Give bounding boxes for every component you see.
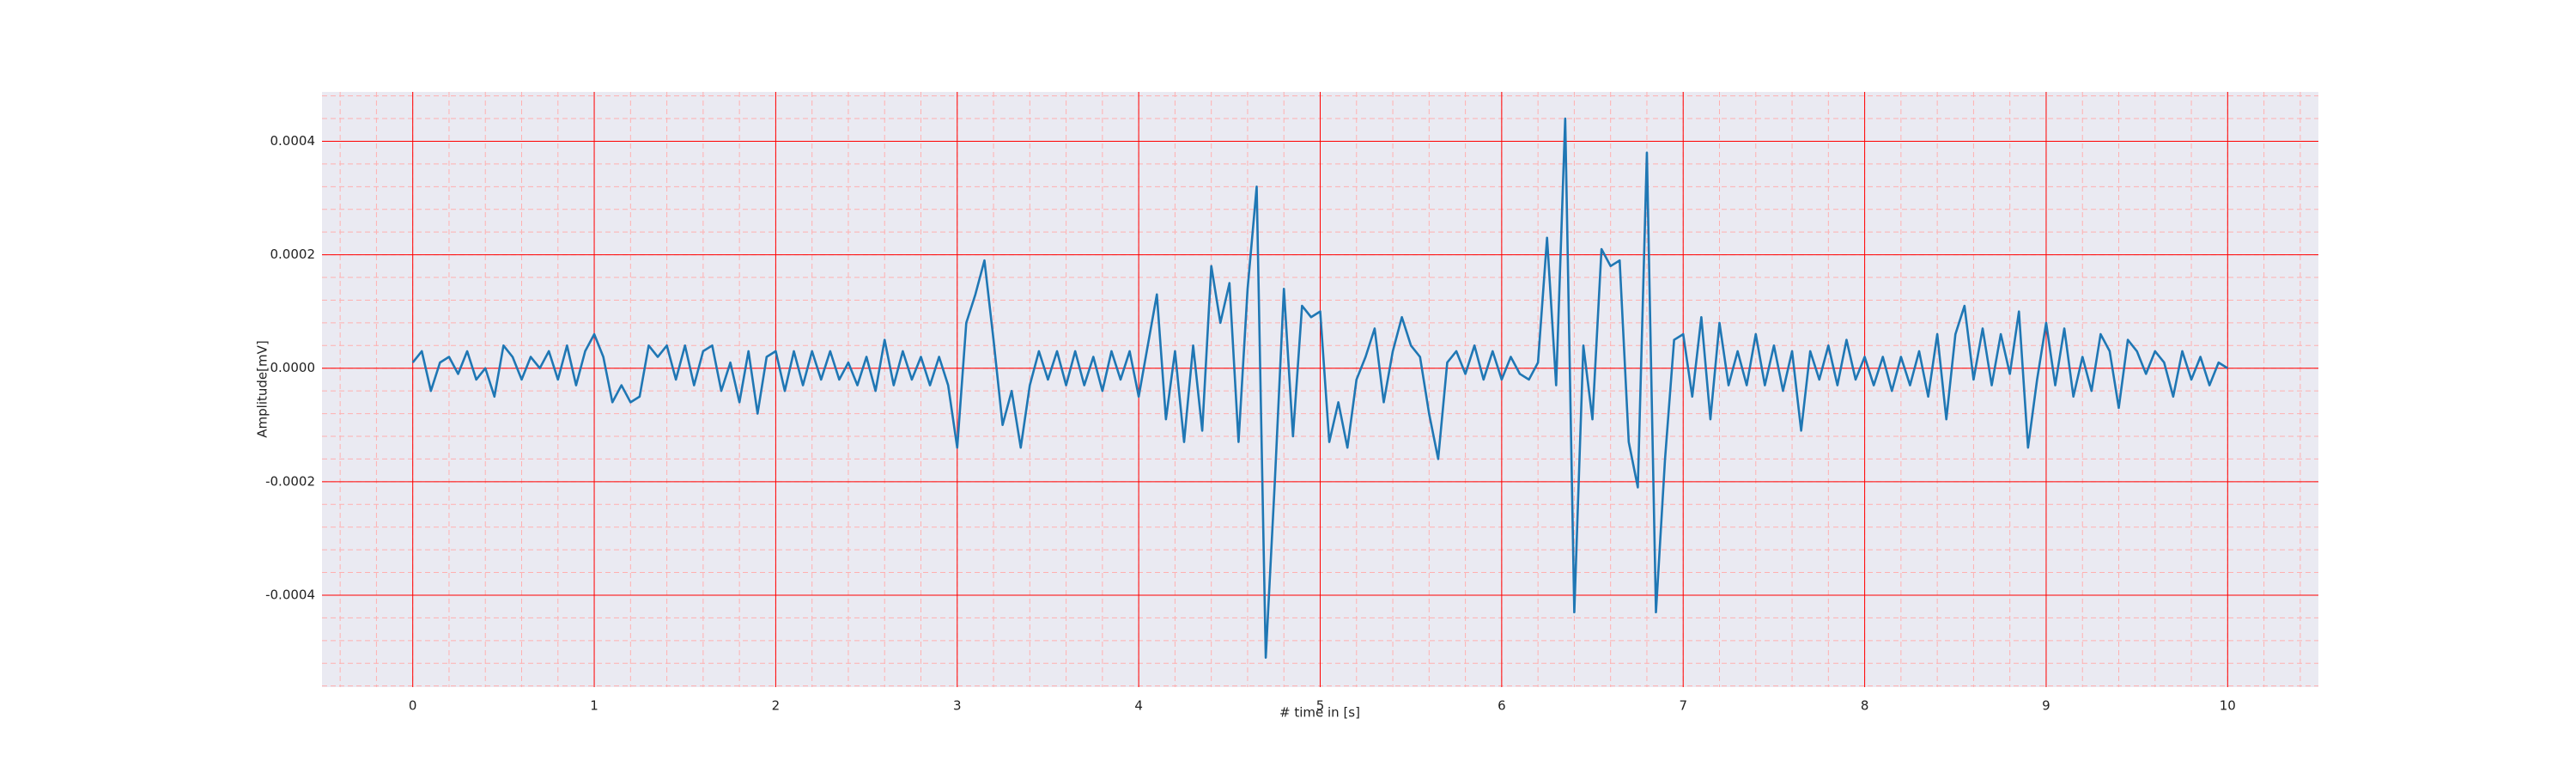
x-tick-label: 5 [1316,698,1325,714]
y-tick-label: 0.0004 [270,133,316,149]
x-tick-label: 3 [953,698,962,714]
x-tick-label: 2 [772,698,781,714]
y-axis-label: Amplitude[mV] [255,340,270,437]
signal-line [411,117,2229,659]
y-tick-label: 0.0000 [270,360,316,375]
x-axis-label: # time in [s] [1279,705,1360,721]
y-tick-label: 0.0002 [270,247,316,262]
y-tick-label: -0.0004 [265,587,315,602]
x-tick-label: 0 [409,698,417,714]
x-tick-label: 8 [1861,698,1869,714]
x-tick-label: 9 [2042,698,2050,714]
x-tick-label: 6 [1498,698,1506,714]
x-tick-label: 1 [590,698,598,714]
x-tick-label: 4 [1134,698,1143,714]
x-tick-label: 10 [2220,698,2236,714]
major-grid [322,92,2318,687]
x-tick-label: 7 [1679,698,1687,714]
y-tick-label: -0.0002 [265,473,315,489]
